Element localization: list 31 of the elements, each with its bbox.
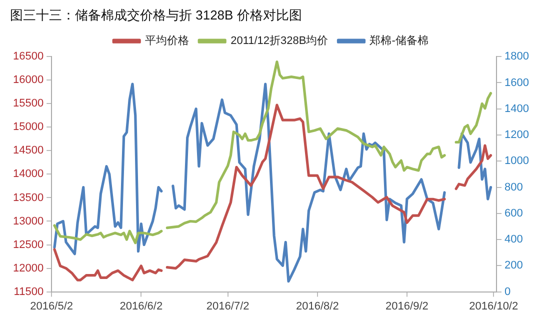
y2-tick-label: 600 [504, 207, 523, 220]
y2-tick-label: 1000 [504, 155, 530, 168]
x-tick-label: 2016/6/2 [120, 300, 163, 312]
y2-tick-label: 1600 [504, 76, 530, 89]
y-tick-label: 15000 [12, 121, 44, 134]
y2-tick-label: 1800 [504, 50, 530, 63]
x-tick-label: 2016/10/2 [469, 300, 518, 312]
y-tick-label: 12000 [12, 262, 44, 274]
legend-label: 平均价格 [145, 35, 190, 48]
y-tick-label: 15500 [12, 98, 44, 110]
y2-tick-label: 1200 [504, 129, 530, 142]
y-tick-label: 12500 [12, 238, 44, 251]
x-tick-label: 2016/7/2 [206, 300, 250, 312]
y2-tick-label: 400 [504, 234, 523, 246]
x-tick-label: 2016/5/2 [30, 300, 73, 312]
y2-tick-label: 800 [504, 181, 523, 194]
x-tick-label: 2016/8/2 [296, 300, 339, 312]
chart-title: 图三十三：储备棉成交价格与折 3128B 价格对比图 [10, 7, 302, 22]
x-tick-label: 2016/9/2 [386, 300, 428, 312]
y-tick-label: 14500 [12, 144, 44, 157]
y-tick-label: 16000 [12, 74, 44, 86]
y-tick-label: 13000 [12, 215, 44, 228]
legend-label: 郑棉-储备棉 [370, 35, 428, 48]
y-tick-label: 14000 [12, 168, 44, 180]
y-tick-label: 16500 [12, 50, 44, 63]
legend-label: 2011/12折328B均价 [230, 35, 328, 48]
y2-tick-label: 1400 [504, 102, 530, 115]
y2-tick-label: 0 [504, 286, 511, 298]
y-tick-label: 11500 [14, 286, 44, 298]
y2-tick-label: 200 [504, 260, 523, 272]
y-tick-label: 13500 [12, 192, 44, 204]
